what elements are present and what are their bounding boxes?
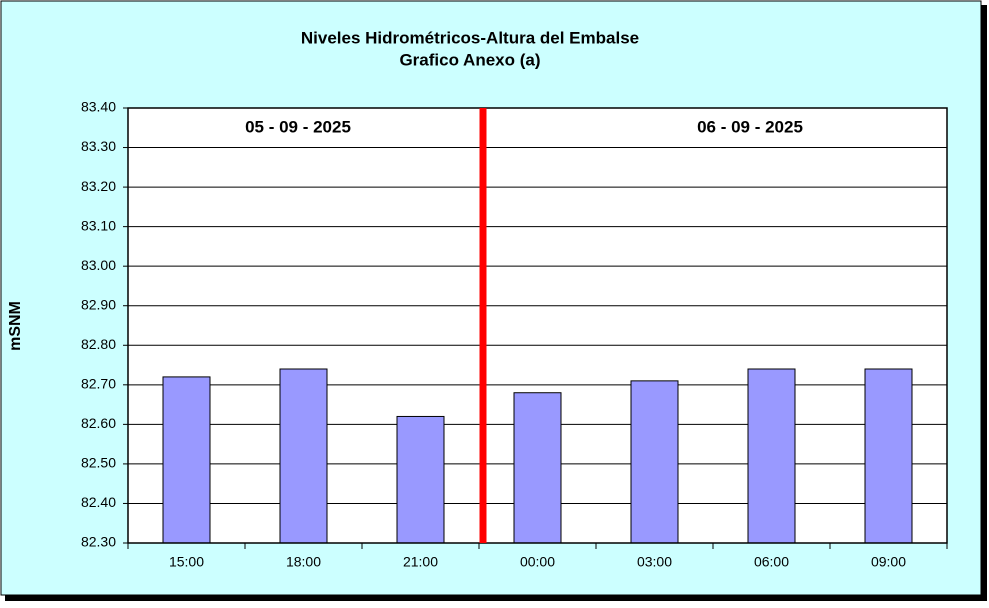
y-tick-label: 83.30	[81, 138, 116, 154]
x-tick-label: 03:00	[637, 554, 672, 570]
chart-title: Niveles Hidrométricos-Altura del Embalse	[301, 28, 639, 47]
y-tick-label: 83.00	[81, 257, 116, 273]
bar	[630, 380, 679, 544]
date-annotation: 06 - 09 - 2025	[697, 117, 803, 136]
x-tick-label: 06:00	[754, 554, 789, 570]
y-tick-label: 82.60	[81, 415, 116, 431]
y-tick-label: 82.40	[81, 494, 116, 510]
y-tick-label: 83.20	[81, 178, 116, 194]
y-tick-label: 82.70	[81, 376, 116, 392]
y-tick-label: 82.30	[81, 534, 116, 550]
x-tick-label: 21:00	[403, 554, 438, 570]
y-tick-label: 82.90	[81, 296, 116, 312]
date-annotation: 05 - 09 - 2025	[245, 117, 351, 136]
y-tick-label: 82.50	[81, 455, 116, 471]
bar	[162, 376, 211, 544]
x-tick-label: 09:00	[871, 554, 906, 570]
plot-border	[127, 107, 948, 544]
bar	[864, 368, 913, 544]
y-axis-label: mSNM	[7, 301, 24, 351]
y-tick-label: 83.10	[81, 217, 116, 233]
y-tick-label: 82.80	[81, 336, 116, 352]
x-tick-label: 00:00	[520, 554, 555, 570]
chart-subtitle: Grafico Anexo (a)	[399, 50, 540, 69]
y-tick-label: 83.40	[81, 99, 116, 115]
bar	[279, 368, 328, 544]
x-tick-label: 18:00	[286, 554, 321, 570]
bar	[747, 368, 796, 544]
bar	[513, 392, 562, 544]
x-tick-label: 15:00	[169, 554, 204, 570]
bar	[396, 415, 445, 544]
